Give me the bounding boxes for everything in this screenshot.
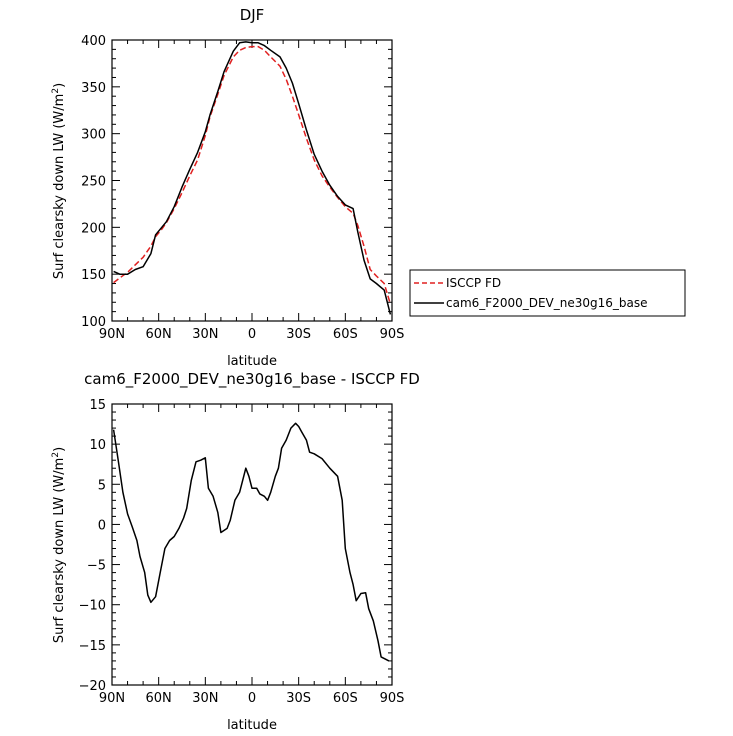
y-tick-label: 5 (98, 478, 106, 493)
bottom-y-axis-label: Surf clearsky down LW (W/m2) (51, 447, 67, 643)
bottom-panel: cam6_F2000_DEV_ne30g16_base - ISCCP FD S… (51, 370, 420, 733)
legend-label-isccp: ISCCP FD (446, 276, 501, 290)
x-tick-label: 90S (380, 691, 405, 706)
x-tick-label: 60S (333, 691, 358, 706)
x-tick-label: 60N (146, 691, 172, 706)
y-tick-label: 15 (89, 398, 106, 413)
x-tick-label: 30N (192, 327, 218, 342)
y-tick-label: 250 (81, 175, 106, 190)
x-tick-label: 30S (286, 691, 311, 706)
top-y-axis-label: Surf clearsky down LW (W/m2) (51, 83, 67, 279)
x-tick-label: 60S (333, 327, 358, 342)
x-tick-label: 90N (99, 691, 125, 706)
x-tick-label: 90N (99, 327, 125, 342)
y-tick-label: −20 (79, 679, 106, 694)
bottom-chart-title: cam6_F2000_DEV_ne30g16_base - ISCCP FD (84, 370, 420, 389)
legend: ISCCP FD cam6_F2000_DEV_ne30g16_base (409, 269, 686, 317)
x-tick-label: 30N (192, 691, 218, 706)
y-tick-label: 150 (81, 268, 106, 283)
legend-label-cam6: cam6_F2000_DEV_ne30g16_base (446, 296, 648, 310)
y-tick-label: 300 (81, 128, 106, 143)
y-tick-label: −5 (87, 559, 106, 574)
y-tick-label: 10 (89, 438, 106, 453)
y-tick-label: 200 (81, 221, 106, 236)
x-tick-label: 90S (380, 327, 405, 342)
y-tick-label: 0 (98, 518, 106, 533)
plot-frame (111, 403, 393, 686)
x-tick-label: 60N (146, 327, 172, 342)
bottom-x-axis-label: latitude (227, 718, 277, 733)
y-tick-label: 100 (81, 315, 106, 330)
y-tick-label: 400 (81, 34, 106, 49)
plot-frame (111, 39, 393, 322)
y-tick-label: −15 (79, 639, 106, 654)
series-line-isccp-fd (113, 45, 392, 305)
x-tick-label: 0 (248, 691, 256, 706)
y-tick-label: −10 (79, 599, 106, 614)
y-tick-label: 350 (81, 81, 106, 96)
top-chart-title: DJF (240, 6, 265, 24)
top-x-axis-label: latitude (227, 354, 277, 369)
legend-box (409, 269, 686, 317)
x-tick-label: 30S (286, 327, 311, 342)
series-line-cam6-f2000-dev-ne30g16-base (113, 41, 392, 315)
series-line-panel-1-0 (112, 422, 390, 662)
top-panel: DJF Surf clearsky down LW (W/m2) latitud… (51, 6, 404, 369)
x-tick-label: 0 (248, 327, 256, 342)
